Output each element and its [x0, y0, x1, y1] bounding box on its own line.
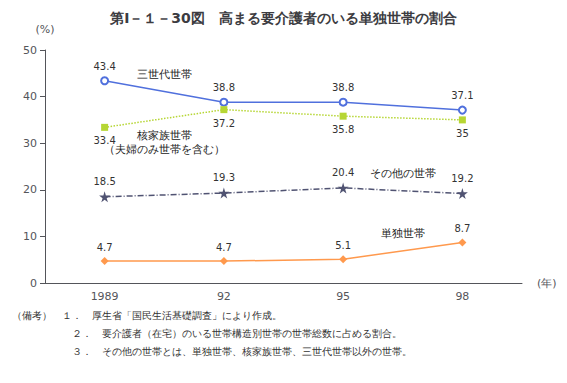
svg-text:核家族世帯: 核家族世帯 — [136, 129, 192, 142]
svg-text:35.8: 35.8 — [332, 124, 354, 135]
svg-text:２． 要介護者（在宅）のいる世帯構造別世帯の世帯総数に占める: ２． 要介護者（在宅）のいる世帯構造別世帯の世帯総数に占める割合。 — [12, 328, 402, 339]
svg-text:三世代世帯: 三世代世帯 — [137, 68, 192, 81]
svg-text:4.7: 4.7 — [97, 242, 113, 253]
svg-text:43.4: 43.4 — [93, 61, 115, 72]
svg-text:20.4: 20.4 — [332, 167, 354, 178]
svg-text:10: 10 — [23, 230, 37, 243]
svg-text:33.4: 33.4 — [93, 135, 116, 147]
svg-text:0: 0 — [30, 277, 37, 290]
svg-text:95: 95 — [336, 290, 350, 303]
svg-text:38.8: 38.8 — [332, 82, 354, 93]
svg-text:8.7: 8.7 — [454, 223, 470, 234]
svg-text:5.1: 5.1 — [335, 240, 351, 251]
svg-text:(%): (%) — [35, 23, 54, 36]
svg-text:98: 98 — [455, 290, 469, 303]
svg-text:92: 92 — [217, 290, 231, 303]
svg-text:単独世帯: 単独世帯 — [381, 227, 425, 240]
svg-text:40: 40 — [23, 90, 37, 103]
svg-text:３． その他の世帯とは、単独世帯、核家族世帯、三世代世帯以外: ３． その他の世帯とは、単独世帯、核家族世帯、三世代世帯以外の世帯。 — [12, 346, 412, 357]
svg-text:50: 50 — [23, 44, 37, 57]
svg-text:第Ⅰ－１－30図 高まる要介護者のいる単独世帯の割合: 第Ⅰ－１－30図 高まる要介護者のいる単独世帯の割合 — [109, 10, 457, 26]
svg-text:4.7: 4.7 — [216, 242, 232, 253]
svg-text:37.1: 37.1 — [451, 90, 473, 101]
svg-text:1989: 1989 — [91, 290, 119, 303]
svg-text:19.2: 19.2 — [451, 173, 473, 184]
svg-text:18.5: 18.5 — [93, 176, 115, 187]
svg-text:（備考） １． 厚生省「国民生活基礎調査」により作成。: （備考） １． 厚生省「国民生活基礎調査」により作成。 — [12, 310, 282, 321]
svg-text:37.2: 37.2 — [213, 118, 235, 129]
svg-text:35: 35 — [456, 128, 469, 139]
svg-text:30: 30 — [23, 137, 37, 150]
svg-text:(年): (年) — [537, 277, 557, 290]
svg-text:19.3: 19.3 — [213, 172, 235, 183]
svg-text:20: 20 — [23, 183, 37, 196]
svg-text:（夫婦のみ世帯を含む）: （夫婦のみ世帯を含む） — [104, 143, 225, 156]
svg-text:その他の世帯: その他の世帯 — [370, 167, 436, 180]
svg-text:38.8: 38.8 — [213, 82, 235, 93]
